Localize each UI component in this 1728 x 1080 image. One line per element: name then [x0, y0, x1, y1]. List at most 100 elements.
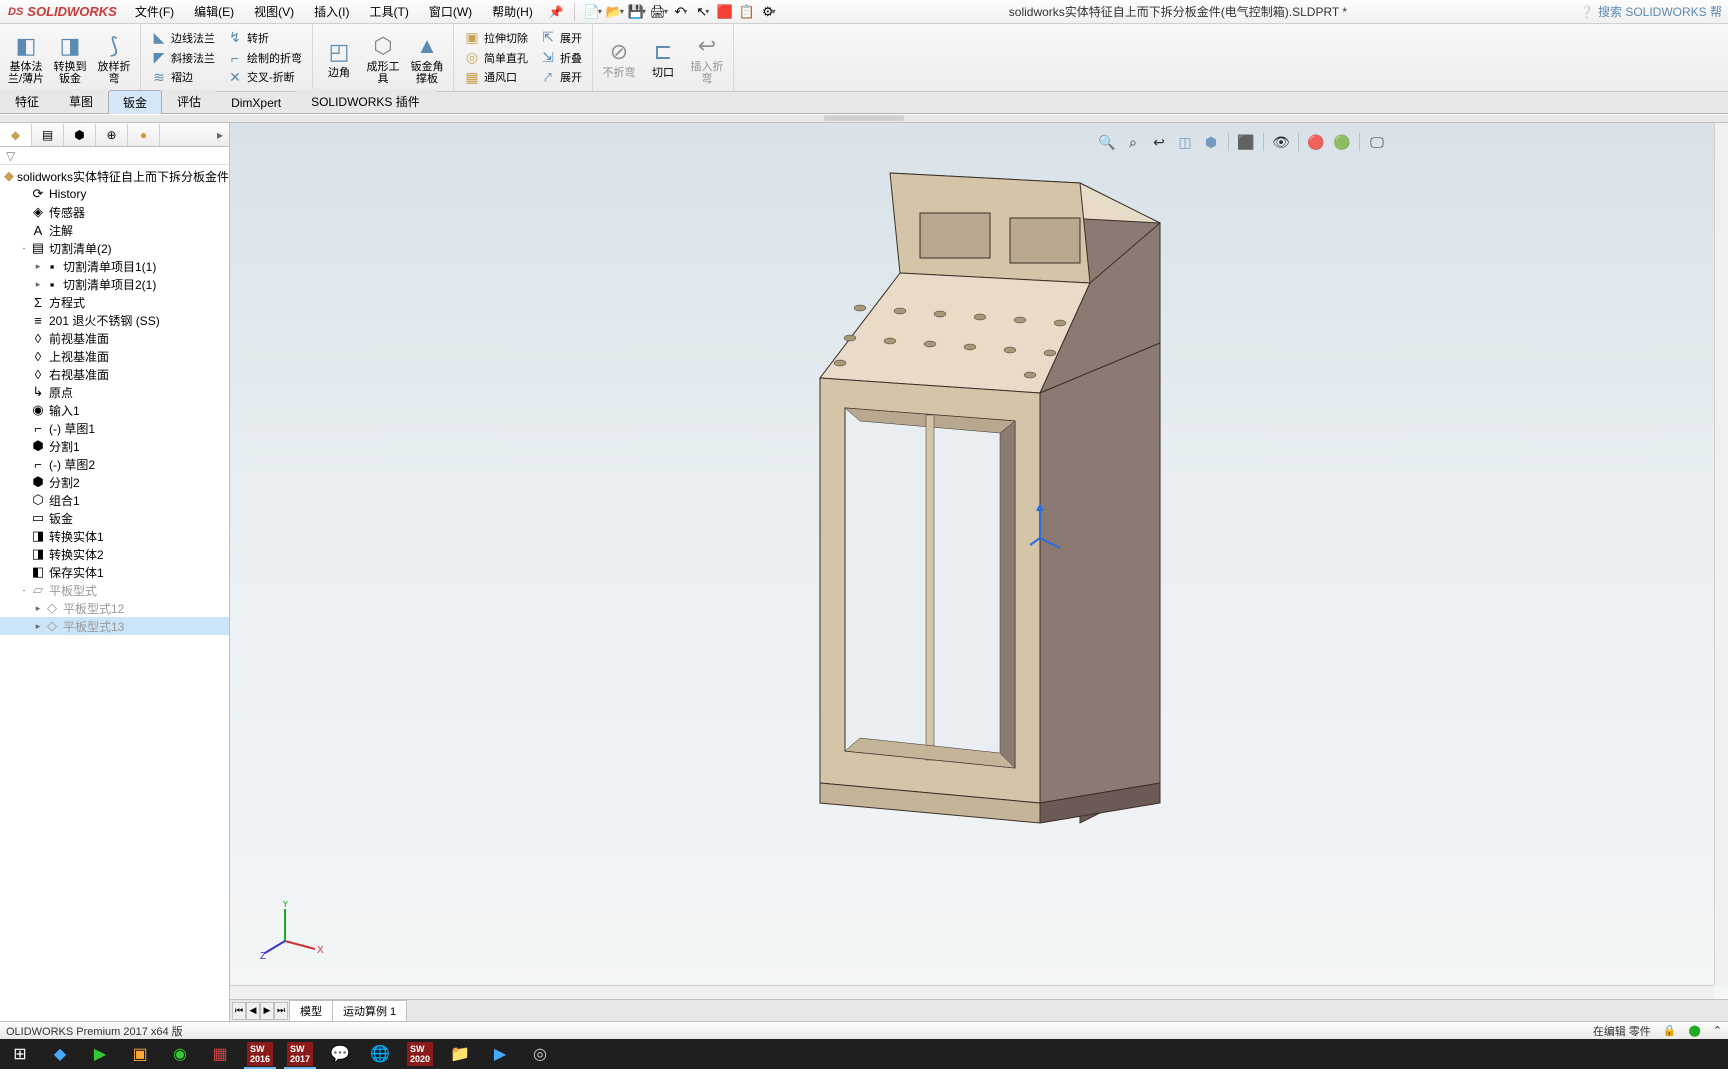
- tree-node[interactable]: -▱平板型式: [0, 581, 229, 599]
- menu-window[interactable]: 窗口(W): [419, 0, 482, 24]
- vp-tab-motion[interactable]: 运动算例 1: [332, 1000, 407, 1022]
- tree-filter[interactable]: ▽: [0, 147, 229, 165]
- tree-node[interactable]: ⌐(-) 草图2: [0, 455, 229, 473]
- task-app-3[interactable]: ▣: [120, 1039, 160, 1069]
- tree-root[interactable]: ◆solidworks实体特征自上而下拆分板金件: [0, 167, 229, 185]
- new-button[interactable]: 📄▾: [583, 2, 603, 22]
- task-app-5[interactable]: ▦: [200, 1039, 240, 1069]
- tree-node[interactable]: ▸▪切割清单项目2(1): [0, 275, 229, 293]
- tree-node[interactable]: ◧保存实体1: [0, 563, 229, 581]
- sketched-bend-button[interactable]: ⌐绘制的折弯: [223, 48, 306, 68]
- menu-view[interactable]: 视图(V): [244, 0, 304, 24]
- status-expand-icon[interactable]: ⌃: [1713, 1024, 1722, 1037]
- tree-node[interactable]: ⟳History: [0, 185, 229, 203]
- tree-tab-display[interactable]: ●: [128, 124, 160, 146]
- task-app-2[interactable]: ▶: [80, 1039, 120, 1069]
- tree-node[interactable]: Σ方程式: [0, 293, 229, 311]
- tree-node[interactable]: ◉输入1: [0, 401, 229, 419]
- tree-node[interactable]: ◨转换实体1: [0, 527, 229, 545]
- tree-node[interactable]: ▸▪切割清单项目1(1): [0, 257, 229, 275]
- task-obs[interactable]: ◎: [520, 1039, 560, 1069]
- hem-button[interactable]: ≋褶边: [147, 67, 219, 87]
- tab-sketch[interactable]: 草图: [54, 89, 108, 113]
- task-app-4[interactable]: ◉: [160, 1039, 200, 1069]
- tree-tab-config[interactable]: ⬢: [64, 124, 96, 146]
- settings-button[interactable]: ⚙▾: [759, 2, 779, 22]
- pin-icon[interactable]: 📌: [543, 5, 570, 19]
- zoom-area-icon[interactable]: ⌕: [1122, 131, 1144, 153]
- print-button[interactable]: 🖨▾: [649, 2, 669, 22]
- start-button[interactable]: ⊞: [0, 1039, 40, 1069]
- view-triad[interactable]: Y X Z: [260, 901, 330, 961]
- task-sw2016[interactable]: SW2016: [240, 1039, 280, 1069]
- menu-edit[interactable]: 编辑(E): [184, 0, 244, 24]
- vp-tab-model[interactable]: 模型: [289, 1000, 333, 1022]
- tab-dimxpert[interactable]: DimXpert: [216, 92, 296, 113]
- tree-node[interactable]: ▸◇平板型式12: [0, 599, 229, 617]
- tree-node[interactable]: ▸◇平板型式13: [0, 617, 229, 635]
- tree-node[interactable]: A注解: [0, 221, 229, 239]
- task-media[interactable]: ▶: [480, 1039, 520, 1069]
- tree-node[interactable]: ⌐(-) 草图1: [0, 419, 229, 437]
- task-explorer[interactable]: 📁: [440, 1039, 480, 1069]
- menu-help[interactable]: 帮助(H): [482, 0, 543, 24]
- tree-node[interactable]: ⬢分割2: [0, 473, 229, 491]
- view-settings-icon[interactable]: 🖵: [1366, 131, 1388, 153]
- tab-addins[interactable]: SOLIDWORKS 插件: [296, 89, 435, 113]
- 3d-viewport[interactable]: 🔍 ⌕ ↩ ◫ ⬢ ⬛ 👁 🔴 🟢 🖵: [230, 123, 1728, 1021]
- tab-features[interactable]: 特征: [0, 89, 54, 113]
- gusset-button[interactable]: ▲钣金角撑板: [405, 26, 449, 89]
- base-flange-button[interactable]: ◧基体法兰/薄片: [4, 26, 48, 89]
- task-sw2020[interactable]: SW2020: [400, 1039, 440, 1069]
- search-box[interactable]: ❔ 搜索 SOLIDWORKS 帮: [1573, 3, 1728, 20]
- tab-evaluate[interactable]: 评估: [162, 89, 216, 113]
- open-button[interactable]: 📂▾: [605, 2, 625, 22]
- vp-nav-next[interactable]: ▶: [260, 1002, 274, 1020]
- split-handle[interactable]: [0, 115, 1728, 123]
- options-button[interactable]: 📋: [737, 2, 757, 22]
- tree-node[interactable]: ▭钣金: [0, 509, 229, 527]
- forming-tool-button[interactable]: ⬡成形工具: [361, 26, 405, 89]
- tree-node[interactable]: ◊上视基准面: [0, 347, 229, 365]
- task-sw2017[interactable]: SW2017: [280, 1039, 320, 1069]
- tree-tab-dim[interactable]: ⊕: [96, 124, 128, 146]
- tree-node[interactable]: ◊前视基准面: [0, 329, 229, 347]
- section-view-icon[interactable]: ◫: [1174, 131, 1196, 153]
- viewport-scrollbar-h[interactable]: [230, 985, 1714, 999]
- vp-nav-first[interactable]: ⏮: [232, 1002, 246, 1020]
- save-button[interactable]: 💾▾: [627, 2, 647, 22]
- undo-button[interactable]: ↶▾: [671, 2, 691, 22]
- tree-tab-more[interactable]: ▸: [211, 128, 229, 142]
- status-rebuild-icon[interactable]: ⬤: [1688, 1024, 1700, 1037]
- menu-tools[interactable]: 工具(T): [360, 0, 419, 24]
- rip-button[interactable]: ⊏切口: [641, 26, 685, 89]
- unfold-button[interactable]: ⇱展开: [536, 28, 586, 48]
- task-wechat[interactable]: 💬: [320, 1039, 360, 1069]
- viewport-scrollbar-v[interactable]: [1714, 123, 1728, 985]
- vent-button[interactable]: ▦通风口: [460, 67, 532, 87]
- corner-button[interactable]: ◰边角: [317, 26, 361, 89]
- simple-hole-button[interactable]: ◎简单直孔: [460, 48, 532, 68]
- tree-node[interactable]: -▤切割清单(2): [0, 239, 229, 257]
- hide-show-icon[interactable]: 👁: [1270, 131, 1292, 153]
- scene-icon[interactable]: 🟢: [1331, 131, 1353, 153]
- tree-tab-feature[interactable]: ◆: [0, 124, 32, 146]
- tab-sheetmetal[interactable]: 钣金: [108, 90, 162, 114]
- flatten-button[interactable]: ⤤展开: [536, 67, 586, 87]
- menu-insert[interactable]: 插入(I): [304, 0, 359, 24]
- convert-sheetmetal-button[interactable]: ◨转换到钣金: [48, 26, 92, 89]
- cross-break-button[interactable]: ✕交叉-折断: [223, 67, 306, 87]
- task-browser[interactable]: 🌐: [360, 1039, 400, 1069]
- tree-node[interactable]: ≡201 退火不锈钢 (SS): [0, 311, 229, 329]
- menu-file[interactable]: 文件(F): [125, 0, 184, 24]
- tree-node[interactable]: ◈传感器: [0, 203, 229, 221]
- appearance-icon[interactable]: 🔴: [1305, 131, 1327, 153]
- miter-flange-button[interactable]: ◤斜接法兰: [147, 48, 219, 68]
- extruded-cut-button[interactable]: ▣拉伸切除: [460, 28, 532, 48]
- prev-view-icon[interactable]: ↩: [1148, 131, 1170, 153]
- tree-node[interactable]: ↳原点: [0, 383, 229, 401]
- rebuild-button[interactable]: 🟥: [715, 2, 735, 22]
- tree-node[interactable]: ⬡组合1: [0, 491, 229, 509]
- zoom-fit-icon[interactable]: 🔍: [1096, 131, 1118, 153]
- view-orient-icon[interactable]: ⬢: [1200, 131, 1222, 153]
